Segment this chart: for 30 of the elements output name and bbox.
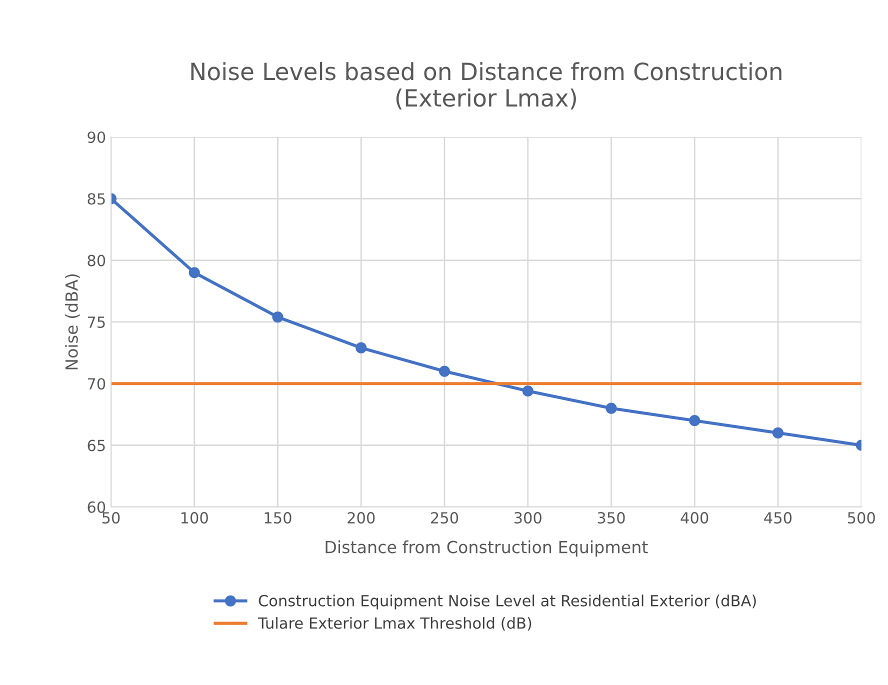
x-tick-label: 300 [514, 512, 542, 524]
point [188, 267, 200, 278]
y-tick-label: 80 [88, 254, 106, 266]
y-tick-label: 70 [88, 378, 106, 390]
y-tick-label: 90 [88, 131, 106, 144]
x-tick-label: 50 [102, 512, 120, 524]
y-tick-label: 85 [88, 193, 105, 205]
legend-label: Construction Equipment Noise Level at Residential Exterior (dBA) [258, 594, 756, 610]
chart-title: Noise Levels based on Distance from Construction (Exterior Lmax) [191, 62, 782, 110]
point [438, 366, 450, 377]
point [772, 427, 784, 438]
point [689, 415, 700, 426]
x-tick-label: 150 [264, 512, 292, 524]
point [606, 402, 617, 414]
x-tick-label: 250 [431, 512, 458, 524]
x-tick-label: 100 [181, 512, 208, 524]
x-tick-label: 400 [680, 512, 708, 524]
x-tick-label: 200 [348, 512, 375, 524]
x-tick-label: 500 [848, 512, 875, 524]
x-axis-title: Distance from Construction Equipment [326, 540, 648, 557]
point [522, 385, 534, 397]
y-tick-label: 60 [88, 501, 106, 513]
y-tick-label: 65 [88, 440, 105, 452]
legend-label: Tulare Exterior Lmax Threshold (dB) [258, 617, 532, 631]
x-tick-label: 450 [764, 512, 792, 524]
x-tick-label: 350 [598, 512, 625, 524]
y-tick-label: 75 [88, 316, 105, 328]
y-axis-title: Noise (dBA) [65, 274, 80, 370]
point [272, 311, 284, 323]
point [356, 342, 367, 354]
